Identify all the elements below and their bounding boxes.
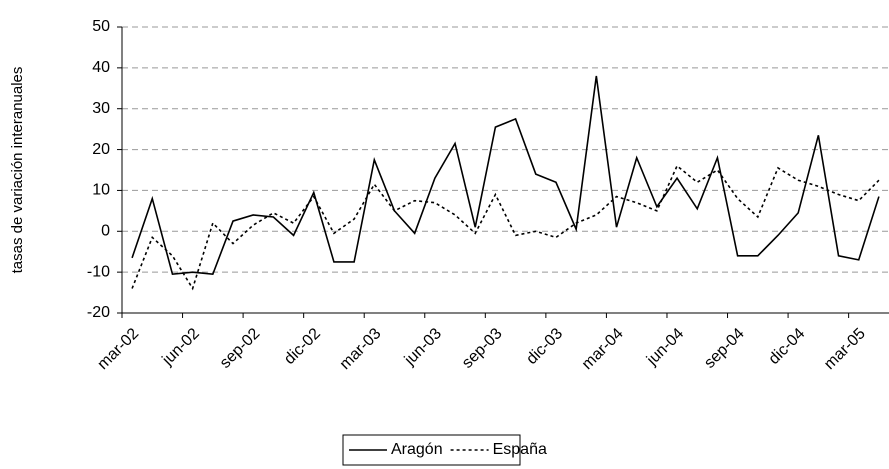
x-tick-label: mar-02	[94, 325, 142, 373]
x-tick-label: jun-02	[159, 325, 203, 369]
x-tick-label: jun-03	[401, 325, 445, 369]
legend-label: Aragón	[391, 441, 443, 458]
y-tick-label: 0	[101, 223, 110, 240]
y-tick-label: 10	[92, 182, 110, 199]
series-line	[131, 164, 880, 291]
y-tick-label: 30	[92, 100, 110, 117]
y-tick-label: 40	[92, 59, 110, 76]
y-tick-label: 50	[92, 18, 110, 35]
x-tick-label: dic-03	[523, 325, 566, 368]
x-tick-label: jun-04	[643, 325, 687, 369]
legend-label: España	[493, 441, 547, 458]
x-tick-label: sep-02	[217, 325, 264, 372]
y-tick-label: -20	[87, 304, 110, 321]
y-tick-label: 20	[92, 141, 110, 158]
x-tick-label: mar-04	[579, 325, 627, 373]
y-axis-title: tasas de variación interanuales	[9, 67, 26, 274]
y-tick-label: -10	[87, 263, 110, 280]
x-tick-label: mar-03	[337, 325, 385, 373]
x-tick-label: dic-04	[766, 325, 809, 368]
series-line	[131, 75, 880, 276]
x-tick-label: sep-03	[459, 325, 506, 372]
x-tick-label: dic-02	[281, 325, 324, 368]
x-tick-label: mar-05	[821, 325, 869, 373]
x-tick-label: sep-04	[701, 325, 748, 372]
